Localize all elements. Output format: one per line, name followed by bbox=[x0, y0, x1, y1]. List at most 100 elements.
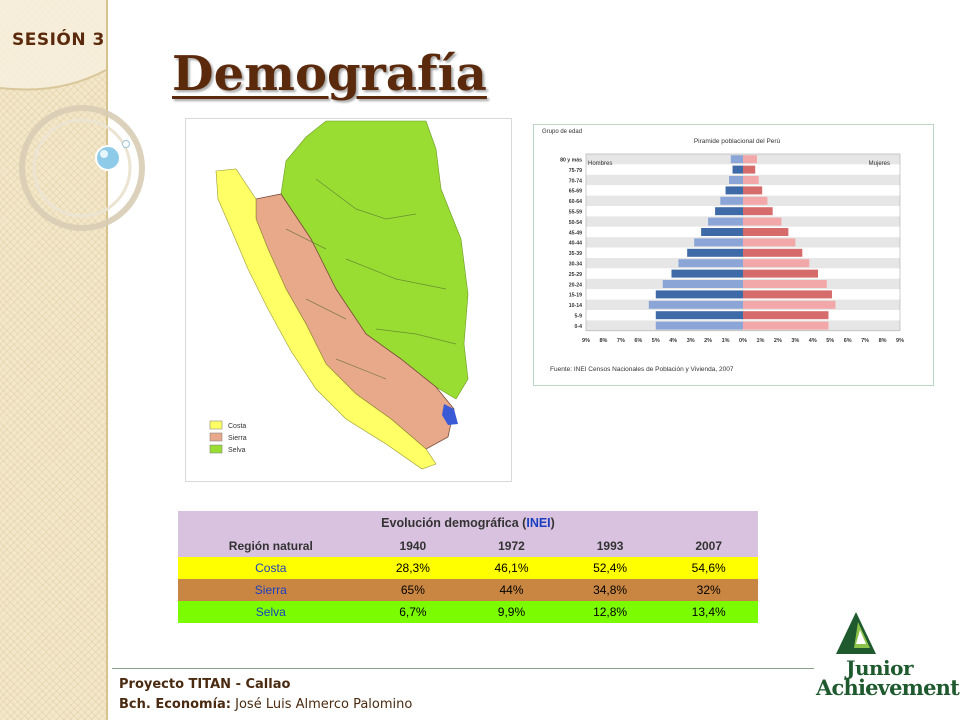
pyramid-bar-hombres bbox=[655, 311, 743, 320]
pyramid-bar-mujeres bbox=[743, 248, 803, 257]
pyramid-bar-mujeres bbox=[743, 321, 829, 330]
pyramid-x-tick: 9% bbox=[896, 338, 904, 344]
pyramid-bar-mujeres bbox=[743, 176, 759, 184]
table-cell: 46,1% bbox=[462, 557, 561, 579]
legend-swatch-selva bbox=[209, 444, 223, 454]
demographic-table: Evolución demográfica (INEI) Región natu… bbox=[178, 511, 758, 623]
logo-text-junior: Junior bbox=[846, 656, 914, 680]
logo-text-achievement: Achievement® bbox=[816, 675, 960, 700]
pyramid-bar-hombres bbox=[655, 290, 743, 299]
pyramid-bar-mujeres bbox=[743, 186, 763, 195]
pyramid-age-label: 5-9 bbox=[575, 313, 583, 319]
pyramid-x-tick: 6% bbox=[844, 338, 852, 344]
footer-project: Proyecto TITAN - Callao bbox=[119, 677, 291, 692]
pyramid-x-tick: 0% bbox=[739, 338, 747, 344]
pyramid-bar-hombres bbox=[730, 155, 743, 164]
pyramid-bar-hombres bbox=[729, 176, 743, 184]
pyramid-bar-mujeres bbox=[743, 259, 810, 268]
pyramid-x-tick: 2% bbox=[704, 338, 712, 344]
table-cell: 12,8% bbox=[560, 601, 660, 623]
pyramid-age-label: 60-64 bbox=[569, 199, 582, 205]
table-cell: 9,9% bbox=[462, 601, 561, 623]
table-cell-region: Costa bbox=[178, 557, 364, 579]
pyramid-x-tick: 3% bbox=[687, 338, 695, 344]
pyramid-bar-hombres bbox=[701, 228, 743, 236]
pyramid-x-tick: 8% bbox=[599, 338, 607, 344]
pyramid-bar-mujeres bbox=[743, 300, 836, 309]
pyramid-bar-mujeres bbox=[743, 207, 773, 216]
pyramid-bar-mujeres bbox=[743, 238, 796, 247]
footer-divider bbox=[112, 668, 814, 669]
pyramid-bar-hombres bbox=[687, 248, 743, 257]
pyramid-x-tick: 7% bbox=[861, 338, 869, 344]
pyramid-x-tick: 7% bbox=[617, 338, 625, 344]
pyramid-bar-mujeres bbox=[743, 155, 757, 164]
pyramid-bar-mujeres bbox=[743, 290, 832, 299]
pyramid-plot-frame bbox=[585, 153, 901, 332]
pyramid-right-label: Mujeres bbox=[869, 161, 890, 167]
pyramid-bar-hombres bbox=[720, 196, 743, 205]
table-cell-region: Sierra bbox=[178, 579, 364, 601]
pyramid-bar-hombres bbox=[648, 300, 743, 309]
table-cell: 65% bbox=[363, 579, 463, 601]
legend-swatch-costa bbox=[209, 420, 223, 430]
peru-map-drawing: Costa Sierra Selva bbox=[186, 119, 511, 481]
pyramid-x-tick: 1% bbox=[756, 338, 764, 344]
pyramid-bar-hombres bbox=[678, 259, 743, 268]
pyramid-age-label: 30-34 bbox=[569, 261, 582, 267]
pyramid-bar-hombres bbox=[694, 238, 743, 247]
pyramid-bar-hombres bbox=[715, 207, 743, 216]
table-cell: 52,4% bbox=[560, 557, 660, 579]
pyramid-bar-hombres bbox=[671, 269, 743, 278]
population-pyramid: Grupo de edad Piramide poblacional del P… bbox=[533, 124, 934, 386]
pyramid-age-label: 70-74 bbox=[569, 178, 582, 184]
table-row: Selva 6,7% 9,9% 12,8% 13,4% bbox=[178, 601, 758, 623]
table-cell: 13,4% bbox=[659, 601, 758, 623]
table-cell: 34,8% bbox=[560, 579, 660, 601]
pyramid-age-label: 0-4 bbox=[575, 324, 583, 330]
pyramid-bar-mujeres bbox=[743, 217, 782, 226]
table-title: Evolución demográfica (INEI) bbox=[178, 511, 758, 535]
pyramid-x-tick: 3% bbox=[791, 338, 799, 344]
pyramid-age-label: 75-79 bbox=[569, 168, 582, 174]
pyramid-bar-mujeres bbox=[743, 196, 768, 205]
legend-label-selva: Selva bbox=[228, 447, 246, 454]
pyramid-x-tick: 1% bbox=[722, 338, 730, 344]
pyramid-chart: Grupo de edad Piramide poblacional del P… bbox=[542, 129, 904, 373]
table-row: Sierra 65% 44% 34,8% 32% bbox=[178, 579, 758, 601]
pyramid-age-label: 15-19 bbox=[569, 293, 582, 299]
legend-label-costa: Costa bbox=[228, 423, 246, 430]
footer-author: Bch. Economía: José Luis Almerco Palomin… bbox=[119, 697, 413, 712]
pyramid-age-label: 10-14 bbox=[569, 303, 582, 309]
session-label: SESIÓN 3 bbox=[12, 30, 105, 50]
table-header-1993: 1993 bbox=[560, 535, 660, 557]
pyramid-x-tick: 6% bbox=[634, 338, 642, 344]
pyramid-bar-hombres bbox=[708, 217, 743, 226]
table-cell-region: Selva bbox=[178, 601, 364, 623]
peru-map: Costa Sierra Selva bbox=[185, 118, 512, 482]
pyramid-age-label: 25-29 bbox=[569, 272, 582, 278]
pyramid-bar-mujeres bbox=[743, 269, 819, 278]
pyramid-bar-hombres bbox=[725, 186, 743, 195]
pyramid-ylabel: Grupo de edad bbox=[542, 129, 582, 135]
pyramid-x-tick: 5% bbox=[826, 338, 834, 344]
pyramid-x-tick: 8% bbox=[879, 338, 887, 344]
table-header-1940: 1940 bbox=[363, 535, 463, 557]
table-cell: 44% bbox=[462, 579, 561, 601]
legend-swatch-sierra bbox=[209, 432, 223, 442]
pyramid-age-label: 80 y más bbox=[560, 157, 582, 163]
pyramid-left-label: Hombres bbox=[588, 161, 612, 167]
table-cell: 6,7% bbox=[363, 601, 463, 623]
page-title: Demografía bbox=[172, 46, 487, 102]
pyramid-bar-hombres bbox=[662, 280, 743, 288]
pyramid-age-label: 50-54 bbox=[569, 220, 582, 226]
pyramid-x-tick: 4% bbox=[669, 338, 677, 344]
decorative-circles bbox=[0, 0, 145, 231]
pyramid-bar-mujeres bbox=[743, 280, 827, 288]
table-row: Costa 28,3% 46,1% 52,4% 54,6% bbox=[178, 557, 758, 579]
pyramid-age-label: 45-49 bbox=[569, 230, 582, 236]
pyramid-age-label: 55-59 bbox=[569, 209, 582, 215]
pyramid-age-label: 65-69 bbox=[569, 189, 582, 195]
pyramid-age-label: 20-24 bbox=[569, 282, 582, 288]
junior-achievement-logo-icon bbox=[836, 612, 876, 654]
